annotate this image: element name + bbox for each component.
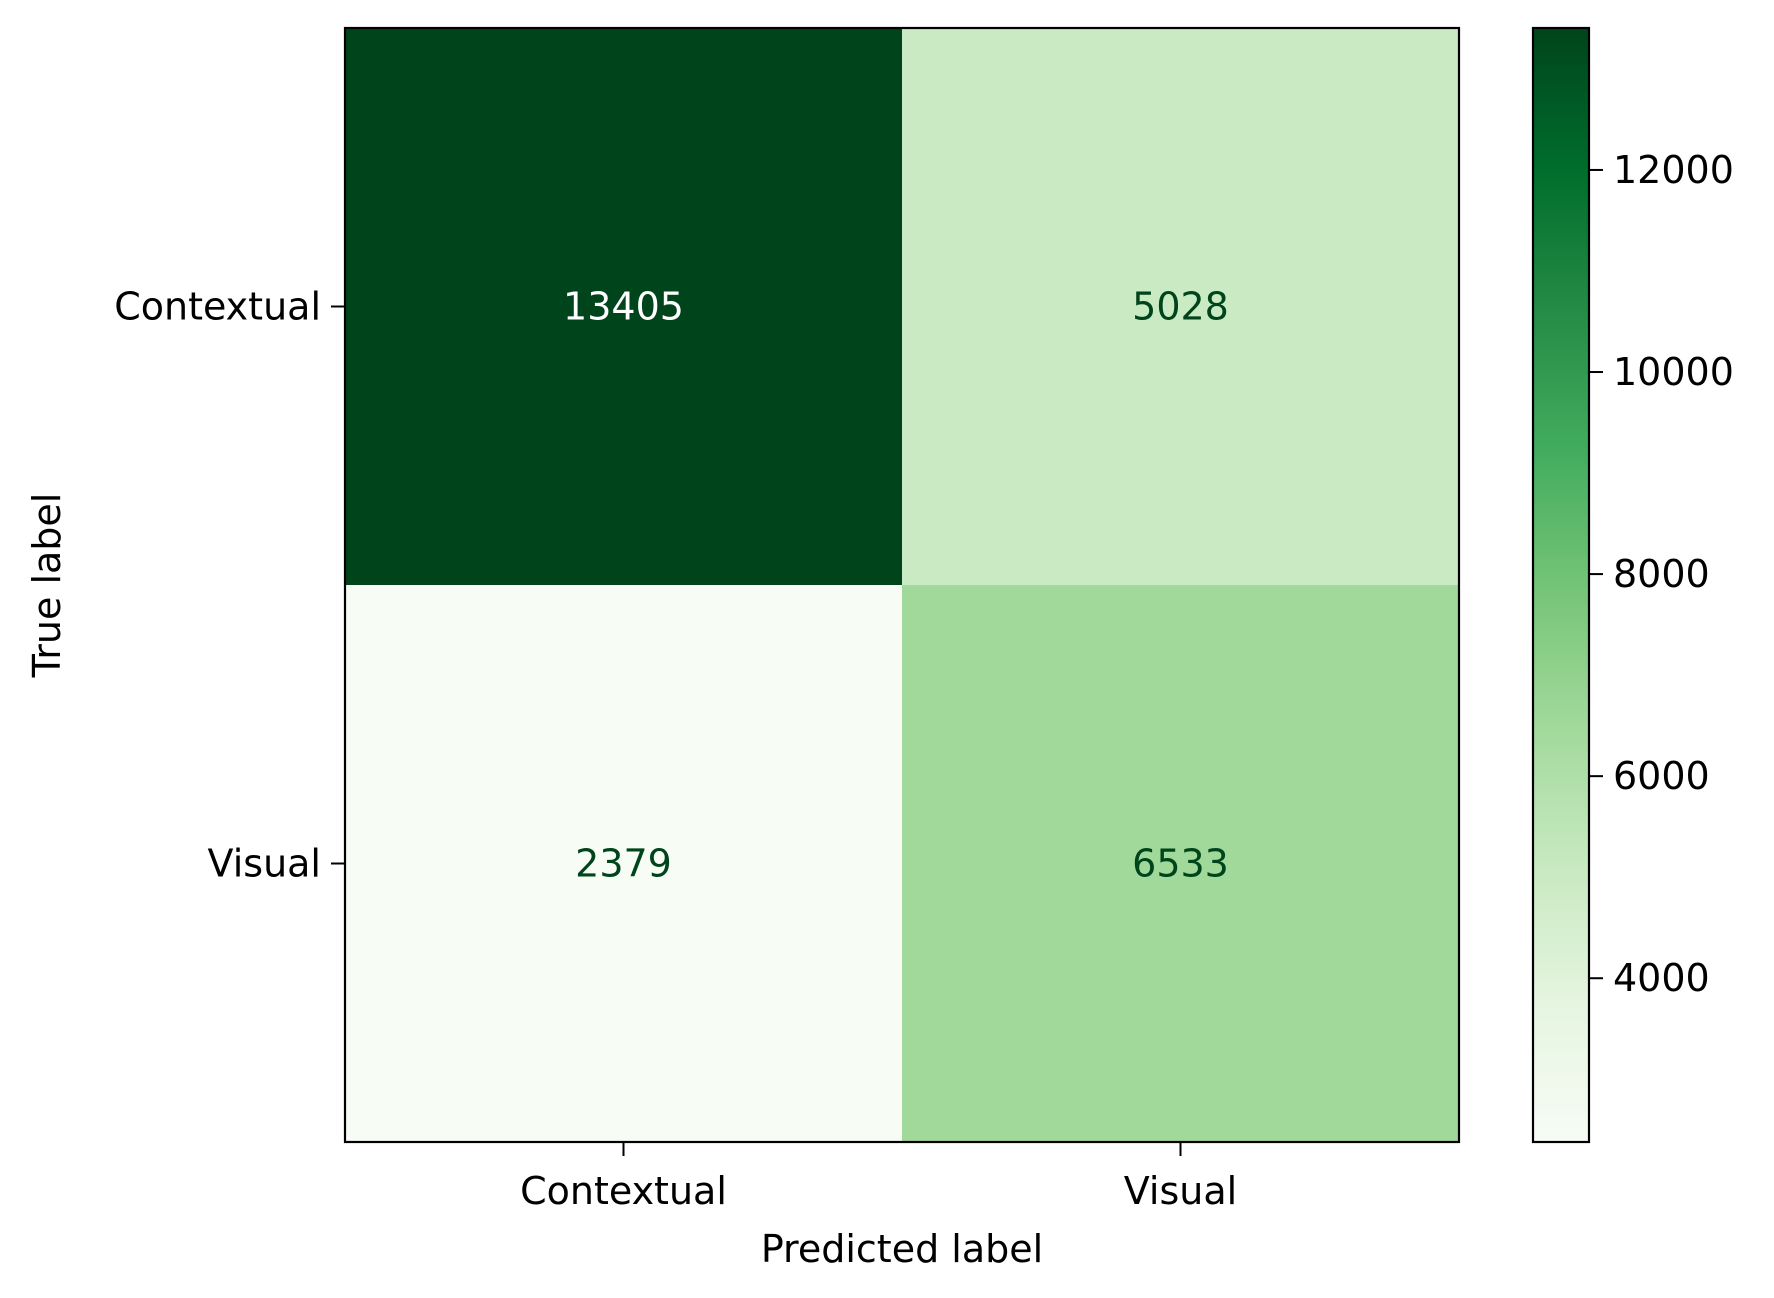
matrix-cells: [345, 28, 1460, 1143]
colorbar: [1531, 26, 1591, 1144]
plot-frame: [343, 26, 1461, 1144]
colorbar-tick-label: 12000: [1613, 148, 1734, 192]
colorbar-tick-label: 8000: [1613, 552, 1710, 596]
colorbar-tick-label: 10000: [1613, 350, 1734, 394]
colorbar-tick-label: 6000: [1613, 754, 1710, 798]
x-axis-title: Predicted label: [761, 1227, 1043, 1271]
y-tick-label: Contextual: [114, 285, 321, 329]
colorbar-ticks: 4000 6000 8000 10000 12000: [1589, 148, 1734, 1000]
y-axis-title: True label: [25, 493, 69, 679]
matrix-value-labels: 13405 5028 2379 6533: [563, 285, 1229, 886]
matrix-cell-label: 13405: [563, 285, 684, 329]
y-tick-label: Visual: [208, 842, 321, 886]
matrix-cell-label: 6533: [1132, 842, 1229, 886]
matrix-cell: [345, 585, 903, 1143]
x-tick-label: Contextual: [520, 1169, 727, 1213]
y-axis-ticks: Contextual Visual: [114, 285, 345, 886]
x-axis-ticks: Contextual Visual: [520, 1142, 1237, 1213]
matrix-cell: [902, 585, 1460, 1143]
x-tick-label: Visual: [1124, 1169, 1237, 1213]
colorbar-tick-label: 4000: [1613, 956, 1710, 1000]
matrix-cell-label: 2379: [575, 842, 672, 886]
matrix-cell-label: 5028: [1132, 285, 1229, 329]
matrix-cell: [902, 28, 1460, 586]
matrix-cell: [345, 28, 903, 586]
